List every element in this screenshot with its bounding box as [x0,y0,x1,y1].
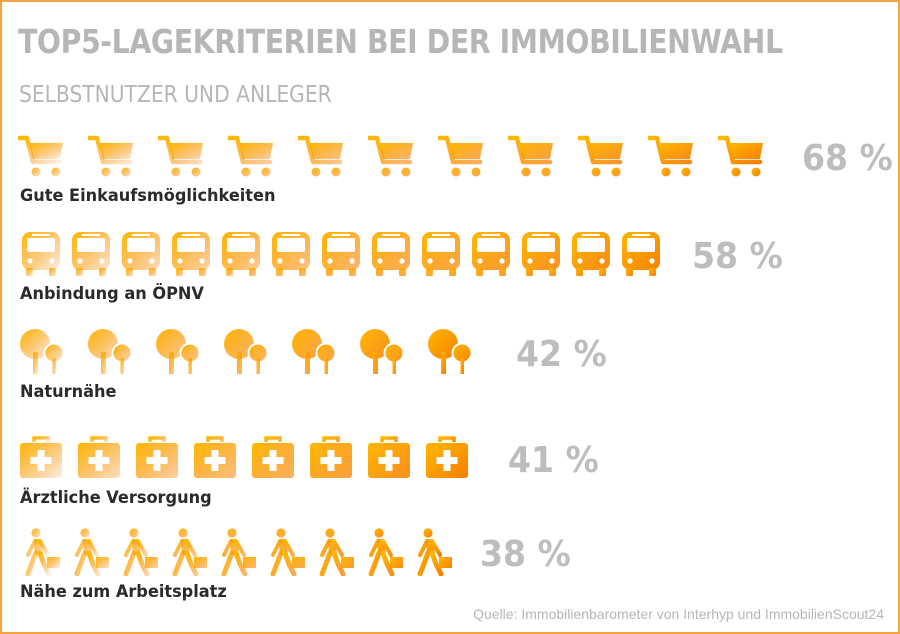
tree-icon [154,328,200,376]
percent-value: 41 % [508,440,599,481]
chart-title: TOP5-LAGEKRITERIEN BEI DER IMMOBILIENWAH… [18,22,783,61]
walking-person-icon [214,528,260,576]
category-label: Ärztliche Versorgung [20,488,212,508]
shopping-cart-icon [718,132,764,180]
walking-person-icon [361,528,407,576]
bus-icon [18,230,64,278]
tree-icon [222,328,268,376]
shopping-cart-icon [88,132,134,180]
shopping-cart-icon [298,132,344,180]
walking-person-icon [410,528,456,576]
first-aid-kit-icon [366,434,412,482]
shopping-cart-icon [578,132,624,180]
pictograph-row: 42 % Naturnähe [2,328,898,428]
percent-value: 58 % [692,236,783,277]
bus-icon [518,230,564,278]
walking-person-icon [263,528,309,576]
tree-icon [358,328,404,376]
bus-icon [218,230,264,278]
bus-icon [418,230,464,278]
bus-icon [68,230,114,278]
tree-icon [86,328,132,376]
walking-person-icon [67,528,113,576]
chart-subtitle: SELBSTNUTZER UND ANLEGER [19,82,332,108]
shopping-cart-icon [648,132,694,180]
percent-value: 42 % [516,334,607,375]
category-label: Gute Einkaufsmöglichkeiten [20,186,276,206]
walking-person-icon [18,528,64,576]
first-aid-kit-icon [76,434,122,482]
bus-icon [118,230,164,278]
shopping-cart-icon [158,132,204,180]
walking-person-icon [116,528,162,576]
shopping-cart-icon [18,132,64,180]
bus-icon [368,230,414,278]
first-aid-kit-icon [250,434,296,482]
pictograph-row: 68 % Gute Einkaufsmöglichkeiten [2,132,898,232]
first-aid-kit-icon [192,434,238,482]
first-aid-kit-icon [134,434,180,482]
percent-value: 68 % [802,138,893,179]
walking-person-icon [165,528,211,576]
category-label: Nähe zum Arbeitsplatz [20,582,227,602]
walking-person-icon [312,528,358,576]
category-label: Naturnähe [20,382,117,402]
bus-icon [568,230,614,278]
shopping-cart-icon [508,132,554,180]
shopping-cart-icon [438,132,484,180]
shopping-cart-icon [228,132,274,180]
bus-icon [168,230,214,278]
tree-icon [18,328,64,376]
bus-icon [318,230,364,278]
source-note: Quelle: Immobilienbarometer von Interhyp… [473,606,884,622]
pictograph-row: 58 % Anbindung an ÖPNV [2,230,898,330]
bus-icon [468,230,514,278]
pictograph-row: 41 % Ärztliche Versorgung [2,434,898,534]
tree-icon [290,328,336,376]
bus-icon [618,230,664,278]
first-aid-kit-icon [308,434,354,482]
shopping-cart-icon [368,132,414,180]
pictograph-row: 38 % Nähe zum Arbeitsplatz [2,528,898,628]
first-aid-kit-icon [424,434,470,482]
bus-icon [268,230,314,278]
tree-icon [426,328,472,376]
percent-value: 38 % [480,534,571,575]
category-label: Anbindung an ÖPNV [20,284,204,304]
first-aid-kit-icon [18,434,64,482]
